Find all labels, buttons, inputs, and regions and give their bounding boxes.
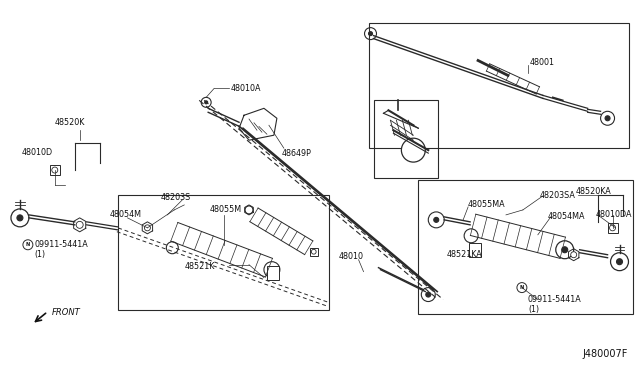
Circle shape — [428, 212, 444, 228]
Text: FRONT: FRONT — [52, 308, 81, 317]
Circle shape — [264, 262, 280, 278]
Text: (1): (1) — [35, 250, 46, 259]
Circle shape — [269, 267, 275, 273]
Text: 48520KA: 48520KA — [576, 187, 611, 196]
Text: 48521KA: 48521KA — [446, 250, 482, 259]
Circle shape — [616, 259, 623, 265]
Text: 09911-5441A: 09911-5441A — [528, 295, 582, 304]
Text: 48054M: 48054M — [109, 211, 141, 219]
Circle shape — [145, 225, 150, 231]
Text: 48055MA: 48055MA — [468, 201, 506, 209]
Text: 48521K: 48521K — [184, 262, 214, 271]
Text: (1): (1) — [528, 305, 539, 314]
Text: 48010D: 48010D — [22, 148, 53, 157]
Text: 48010: 48010 — [339, 252, 364, 261]
Bar — [267, 266, 279, 280]
Circle shape — [76, 221, 83, 228]
Text: 48055M: 48055M — [209, 205, 241, 214]
Circle shape — [600, 111, 614, 125]
Text: 48001: 48001 — [530, 58, 555, 67]
Text: 48010A: 48010A — [231, 84, 262, 93]
Circle shape — [17, 215, 23, 221]
Circle shape — [434, 217, 439, 222]
Bar — [369, 23, 630, 148]
Circle shape — [517, 283, 527, 292]
Circle shape — [11, 209, 29, 227]
Circle shape — [571, 252, 577, 258]
Text: N: N — [26, 242, 30, 247]
Text: J480007F: J480007F — [582, 349, 627, 359]
Text: 48520K: 48520K — [55, 118, 85, 127]
Bar — [50, 165, 60, 175]
Text: 48203S: 48203S — [161, 193, 191, 202]
Circle shape — [52, 167, 58, 173]
Circle shape — [609, 225, 616, 231]
Text: N: N — [520, 285, 524, 290]
Circle shape — [365, 28, 376, 39]
Circle shape — [421, 288, 435, 302]
Circle shape — [556, 241, 573, 259]
Text: 48054MA: 48054MA — [548, 212, 586, 221]
Bar — [607, 223, 618, 233]
Text: 48203SA: 48203SA — [540, 192, 576, 201]
Text: 48649P: 48649P — [282, 149, 312, 158]
Circle shape — [201, 97, 211, 107]
Circle shape — [611, 253, 628, 271]
Circle shape — [166, 242, 179, 254]
Text: 48010DA: 48010DA — [596, 211, 632, 219]
Circle shape — [464, 229, 478, 243]
Bar — [118, 195, 329, 310]
Circle shape — [401, 138, 426, 162]
Circle shape — [246, 208, 252, 212]
Circle shape — [205, 101, 207, 104]
Text: 09911-5441A: 09911-5441A — [35, 240, 88, 249]
Circle shape — [245, 206, 253, 214]
Bar — [310, 248, 317, 256]
Bar — [374, 100, 438, 178]
Bar — [419, 180, 634, 314]
Circle shape — [23, 240, 33, 250]
Bar — [469, 243, 481, 257]
Circle shape — [605, 116, 610, 121]
Circle shape — [562, 247, 568, 253]
Circle shape — [426, 292, 431, 297]
Circle shape — [311, 249, 316, 254]
Circle shape — [369, 32, 372, 36]
